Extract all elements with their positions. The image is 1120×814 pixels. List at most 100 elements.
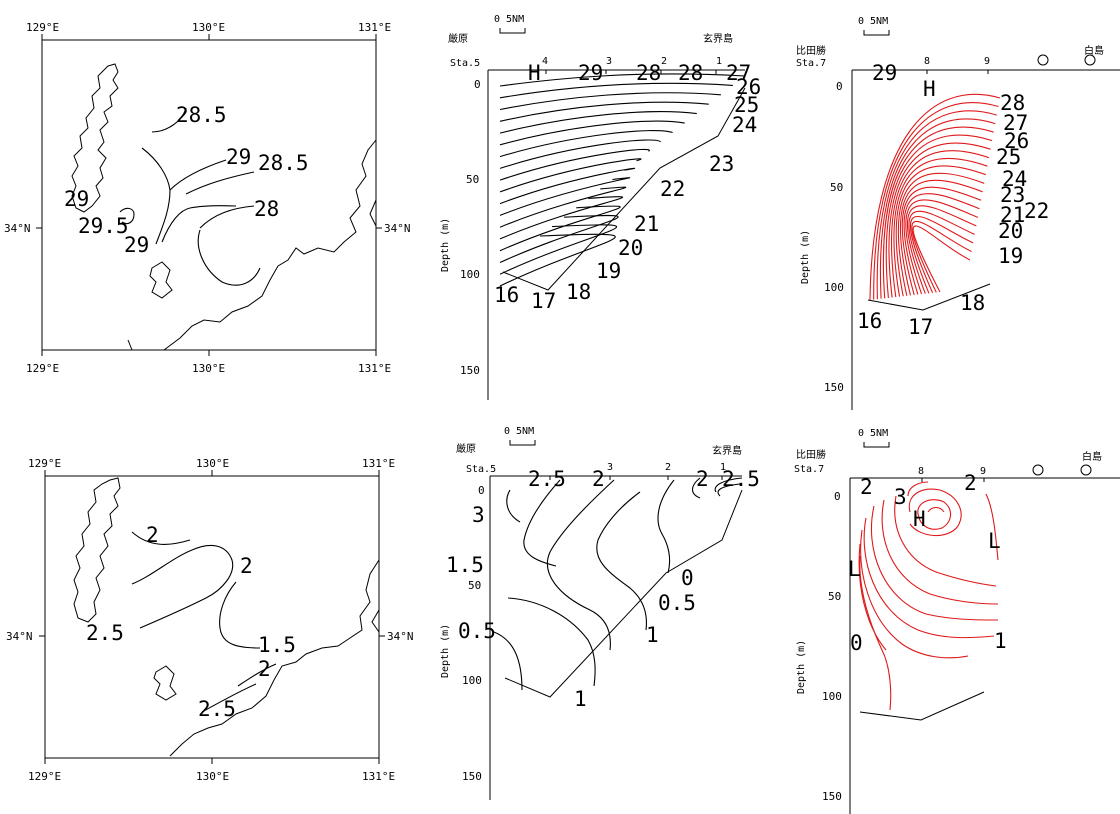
section-b-bottom-contour-label: 2 xyxy=(964,471,977,495)
section-a-bottom-contour-label: 3 xyxy=(472,503,485,527)
section-b-bottom-contour-label: 1 xyxy=(994,629,1007,653)
section-b-top-contour-label: 18 xyxy=(960,291,985,315)
section-b-top-station-circle xyxy=(1084,54,1096,66)
isotherm-line xyxy=(885,134,993,298)
map-bottom-contour-label: 2 xyxy=(146,523,159,547)
section-a-bottom-ytick-50: 50 xyxy=(468,579,481,592)
map-bottom-contour-label: 1.5 xyxy=(258,633,296,657)
section-a-top-scale: 0 5NM xyxy=(494,14,524,25)
section-b-bottom-ytick-100: 100 xyxy=(822,690,842,703)
section-a-top-contour-label: 23 xyxy=(709,152,734,176)
section-b-top-contour-label: 22 xyxy=(1024,199,1049,223)
section-b-top-contour-label: 21 xyxy=(1000,203,1025,227)
map-top-contour-label: 29 xyxy=(64,187,89,211)
map-top: 129°E 130°E 131°E 129°E 130°E 131°E 34°N… xyxy=(4,21,411,375)
isotherm-line xyxy=(876,110,997,300)
section-a-bottom-contour-label: 0 xyxy=(681,566,694,590)
map-top-contour-label: 29 xyxy=(226,145,251,169)
section-a-top-ytick-100: 100 xyxy=(460,268,480,281)
isotherm-line xyxy=(499,101,709,122)
section-a-bottom-contour-label: 2.5 xyxy=(528,467,566,491)
section-a-top-contour-label: 24 xyxy=(732,113,757,137)
map-top-contour-label: 28 xyxy=(254,197,279,221)
map-top-lat-34-right: 34°N xyxy=(384,222,411,235)
section-a-top-contour-label: 28 xyxy=(678,61,703,85)
isotherm-line xyxy=(897,172,985,296)
section-a-top-contour-label: 22 xyxy=(660,177,685,201)
section-a-bottom-station-2: 2 xyxy=(665,462,671,473)
isotherm-line xyxy=(499,158,642,193)
isotherm-line xyxy=(499,139,662,169)
section-a-bottom-contour-label: 1 xyxy=(646,623,659,647)
section-b-top-contour-label: 16 xyxy=(857,309,882,333)
isotherm-line xyxy=(499,92,721,111)
isotherm-line xyxy=(499,167,636,205)
section-b-top-ytick-100: 100 xyxy=(824,281,844,294)
section-a-bottom-ytick-0: 0 xyxy=(478,484,485,497)
section-b-bottom-station-9: 9 xyxy=(980,466,986,477)
section-a-bottom-contour-label: 2.5 xyxy=(722,467,760,491)
section-b-top-station-8: 8 xyxy=(924,56,930,67)
isotherm-line xyxy=(499,214,619,264)
section-b-bottom-ytick-150: 150 xyxy=(822,790,842,803)
section-b-top-contour-label: 27 xyxy=(1003,111,1028,135)
section-b-top-contour-label: 29 xyxy=(872,61,897,85)
map-top-lon-129-bottom: 129°E xyxy=(26,362,59,375)
map-top-lat-34-left: 34°N xyxy=(4,222,31,235)
map-top-frame xyxy=(41,39,377,351)
map-top-lon-130-top: 130°E xyxy=(192,21,225,34)
section-b-top-contour-label: 28 xyxy=(1000,91,1025,115)
section-a-bottom-right-name: 玄界島 xyxy=(712,444,742,457)
map-bottom-lat-34-left: 34°N xyxy=(6,630,33,643)
isotherm-line xyxy=(882,126,994,299)
section-a-top-ytick-0: 0 xyxy=(474,78,481,91)
map-bottom-lon-130-top: 130°E xyxy=(196,457,229,470)
map-bottom-contour-label: 2 xyxy=(258,657,271,681)
isotherm-line xyxy=(907,205,977,294)
section-b-top-ylabel: Depth (m) xyxy=(800,230,811,284)
section-b-top-contour-label: 26 xyxy=(1004,129,1029,153)
isotherm-line xyxy=(879,118,996,299)
isotherm-line xyxy=(499,177,631,216)
section-a-top-ylabel: Depth (m) xyxy=(440,218,451,272)
map-bottom-isocontours xyxy=(131,531,277,713)
section-b-top-isotherms xyxy=(869,93,1001,301)
map-top-contour-label: 28.5 xyxy=(176,103,227,127)
section-b-top-contour-label: 23 xyxy=(1000,183,1025,207)
section-b-top-right-name: 白島 xyxy=(1084,44,1104,57)
section-b-bottom-right-name: 白島 xyxy=(1082,450,1102,463)
section-a-top-contour-label: 21 xyxy=(634,212,659,236)
section-b-bottom-station-circle xyxy=(1080,464,1092,476)
section-b-bottom-scale: 0 5NM xyxy=(858,428,888,439)
section-a-bottom-station-3: 3 xyxy=(607,462,613,473)
section-b-bottom-station-circle xyxy=(1032,464,1044,476)
isotherm-line xyxy=(905,199,979,295)
map-bottom-lon-131-bottom: 131°E xyxy=(362,770,395,783)
isotherm-line xyxy=(499,73,746,87)
section-b-bottom-marker-l: L xyxy=(848,557,861,581)
section-a-top-contour-label: 27 xyxy=(726,61,751,85)
section-b-bottom-ylabel: Depth (m) xyxy=(796,640,807,694)
section-a-top-station-3: 3 xyxy=(606,56,612,67)
section-a-top-contour-label: 29 xyxy=(578,61,603,85)
section-b-top-scale: 0 5NM xyxy=(858,16,888,27)
map-top-lon-130-bottom: 130°E xyxy=(192,362,225,375)
section-b-top-station-circle xyxy=(1037,54,1049,66)
section-b-bottom-contour-label: 0 xyxy=(850,631,863,655)
section-a-top-marker-h: H xyxy=(528,61,541,85)
section-a-top-contour-label: 19 xyxy=(596,259,621,283)
section-a-bottom-isocontours xyxy=(493,477,743,691)
isotherm-line xyxy=(499,120,685,146)
section-b-bottom-ytick-50: 50 xyxy=(828,590,841,603)
section-a-top: 厳原 玄界島 0 5NM Sta.5 4 3 2 1 0 50 100 150 … xyxy=(440,14,761,400)
isotherm-line xyxy=(909,215,974,294)
map-bottom-lon-129-bottom: 129°E xyxy=(28,770,61,783)
map-top-lon-129-top: 129°E xyxy=(26,21,59,34)
section-b-top-contour-label: 25 xyxy=(996,145,1021,169)
section-a-top-station-prefix: Sta.5 xyxy=(450,58,480,69)
section-a-bottom-contour-label: 1.5 xyxy=(446,553,484,577)
isotherm-line xyxy=(869,93,1001,301)
section-a-top-contour-label: 17 xyxy=(531,289,556,313)
section-b-bottom-isocontours xyxy=(858,481,999,711)
section-a-top-station-2: 2 xyxy=(661,56,667,67)
